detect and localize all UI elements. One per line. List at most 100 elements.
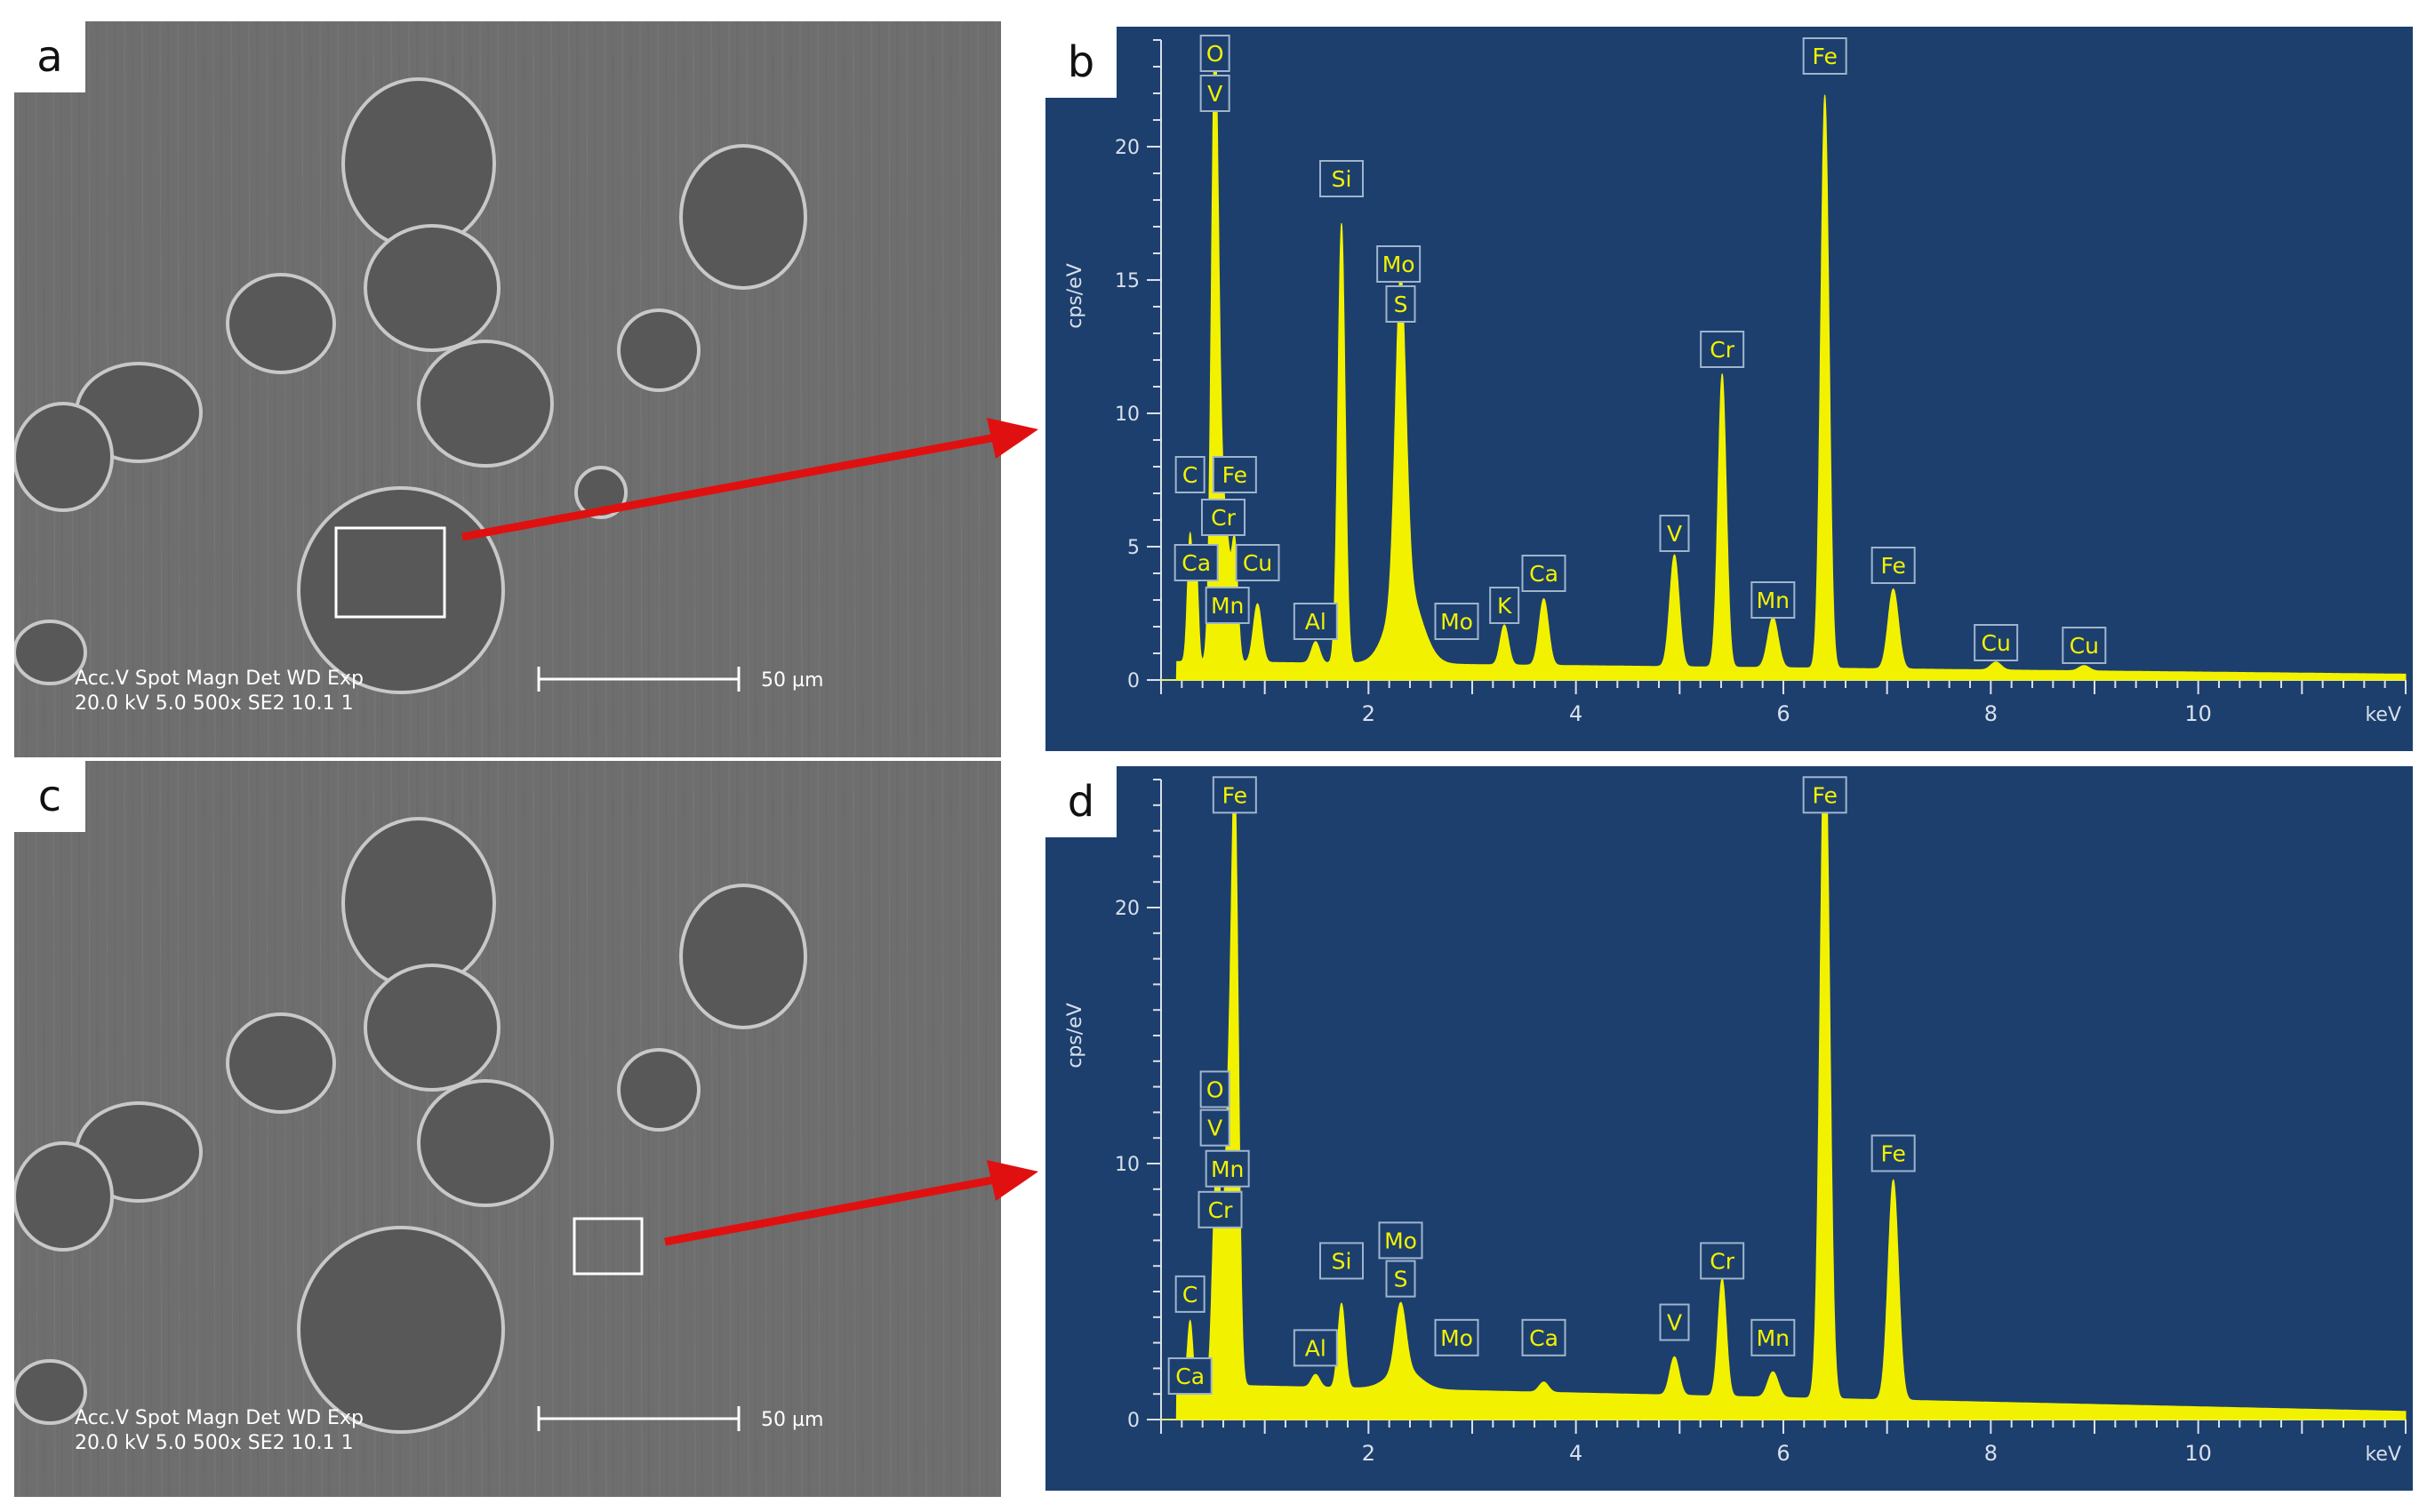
peak-label-text: Mo <box>1382 252 1415 277</box>
peak-label: Fe <box>1870 1134 1916 1172</box>
peak-label-text: Ca <box>1529 561 1558 587</box>
peak-label-box <box>1319 160 1364 197</box>
peak-label-text: Ca <box>1181 550 1211 576</box>
peak-label-box <box>1802 37 1847 75</box>
peak-label: V <box>1659 515 1690 552</box>
y-tick-label: 10 <box>1115 404 1140 426</box>
x-unit-label: keV <box>2365 704 2401 726</box>
x-tick-label: 4 <box>1569 701 1582 726</box>
peak-label-text: K <box>1497 593 1512 619</box>
peak-label-text: Fe <box>1812 44 1837 69</box>
sem-info-labels: Acc.V Spot Magn Det WD Exp <box>75 1407 364 1429</box>
peak-label-text: Cu <box>2070 633 2099 659</box>
peak-label-text: Mo <box>1440 1325 1473 1351</box>
x-tick-label: 10 <box>2184 701 2212 726</box>
peak-label: O <box>1199 35 1230 72</box>
peak-label-box <box>1293 603 1338 640</box>
peak-label-text: Cu <box>1243 550 1272 576</box>
peak-label: Mo <box>1434 603 1479 640</box>
peak-label-box <box>1700 1242 1745 1280</box>
y-tick-label: 20 <box>1115 898 1140 920</box>
peak-label: Ca <box>1167 1357 1213 1396</box>
peak-label: Ca <box>1521 1318 1566 1356</box>
peak-label-text: Mn <box>1211 593 1244 619</box>
peak-label-text: V <box>1207 81 1222 107</box>
peak-label-box <box>1870 547 1916 584</box>
peak-label-text: V <box>1667 1310 1682 1336</box>
peak-label: S <box>1385 1260 1416 1298</box>
peak-label-box <box>1199 1108 1230 1147</box>
spectrum-panel-b: 2 4 6 8 10 keV 0 5 10 15 20 cps/eV O V C Fe Cr Ca Cu Mn Al Si… <box>1045 27 2413 751</box>
x-tick-label: 6 <box>1776 701 1790 726</box>
peak-label: Al <box>1293 603 1338 640</box>
peak-label-text: Fe <box>1222 782 1247 808</box>
peak-label-text: Cr <box>1211 505 1236 531</box>
peak-label: Fe <box>1802 776 1847 814</box>
x-unit-label: keV <box>2365 1444 2401 1466</box>
peak-label-box <box>1201 499 1246 536</box>
sem-info-values: 20.0 kV 5.0 500x SE2 10.1 1 <box>75 692 354 715</box>
peak-label-box <box>1199 1070 1230 1108</box>
peak-label-text: S <box>1394 1267 1408 1292</box>
sem-image-a: Acc.V Spot Magn Det WD Exp 20.0 kV 5.0 5… <box>14 21 1001 757</box>
peak-label-text: Ca <box>1175 1364 1205 1389</box>
peak-label: Cu <box>1974 624 2019 661</box>
peak-label-box <box>1750 581 1796 619</box>
sem-micrograph-c: Acc.V Spot Magn Det WD Exp 20.0 kV 5.0 5… <box>14 761 1001 1497</box>
peak-label: Mo <box>1376 245 1422 283</box>
sem-micrograph-a: Acc.V Spot Magn Det WD Exp 20.0 kV 5.0 5… <box>14 21 1001 757</box>
peak-label: Mn <box>1205 1149 1250 1188</box>
peak-label-box <box>1174 1275 1205 1313</box>
x-tick-label: 2 <box>1362 1441 1375 1466</box>
peak-label-box <box>1205 587 1250 624</box>
peak-label: Mn <box>1750 1318 1796 1356</box>
peak-label-box <box>1319 1242 1364 1280</box>
peak-label-box <box>1521 555 1566 592</box>
sem-info-values: 20.0 kV 5.0 500x SE2 10.1 1 <box>75 1432 354 1454</box>
x-tick-label: 4 <box>1569 1441 1582 1466</box>
peak-label-box <box>1378 1221 1423 1260</box>
peak-label-text: Fe <box>1880 553 1905 579</box>
panel-label-d: d <box>1045 766 1117 837</box>
x-tick-label: 8 <box>1984 1441 1998 1466</box>
spectrum-area <box>1161 779 2407 1420</box>
peak-label: Fe <box>1802 37 1847 75</box>
peak-label-box <box>1199 75 1230 112</box>
peak-label-text: O <box>1206 41 1224 67</box>
peak-label-box <box>1521 1318 1566 1356</box>
peak-label-text: Cr <box>1710 1248 1734 1274</box>
peak-label-box <box>1659 1303 1690 1341</box>
peak-label-text: Fe <box>1222 462 1247 488</box>
y-tick-label: 20 <box>1115 137 1140 159</box>
peak-label: Fe <box>1212 456 1257 493</box>
peak-label: Ca <box>1173 544 1219 581</box>
peak-label: Mo <box>1378 1221 1423 1260</box>
peak-label: Mo <box>1434 1318 1479 1356</box>
y-axis-label: cps/eV <box>1064 1003 1086 1068</box>
panel-label-a: a <box>14 21 85 92</box>
scale-bar-label: 50 µm <box>761 669 823 692</box>
panel-label-b: b <box>1045 27 1117 98</box>
peak-label-text: Si <box>1332 166 1352 192</box>
peak-label-box <box>1434 603 1479 640</box>
peak-label: Fe <box>1870 547 1916 584</box>
peak-label-box <box>1489 587 1520 624</box>
peak-label-text: Cr <box>1710 337 1734 363</box>
peak-label-box <box>2062 627 2107 664</box>
peak-label: Ca <box>1521 555 1566 592</box>
y-tick-label: 15 <box>1115 270 1140 292</box>
peak-label-text: Si <box>1332 1248 1352 1274</box>
peak-label-box <box>1174 456 1205 493</box>
peak-label-box <box>1750 1318 1796 1356</box>
peak-label: S <box>1385 285 1416 323</box>
peak-label: Mn <box>1750 581 1796 619</box>
peak-label-text: Fe <box>1812 782 1837 808</box>
peak-label-box <box>1376 245 1422 283</box>
y-tick-label: 5 <box>1127 537 1140 559</box>
peak-label-box <box>1974 624 2019 661</box>
peak-label: Cu <box>1235 544 1280 581</box>
x-tick-label: 10 <box>2184 1441 2212 1466</box>
peak-label: V <box>1199 1108 1230 1147</box>
peak-label: Cr <box>1700 1242 1745 1280</box>
